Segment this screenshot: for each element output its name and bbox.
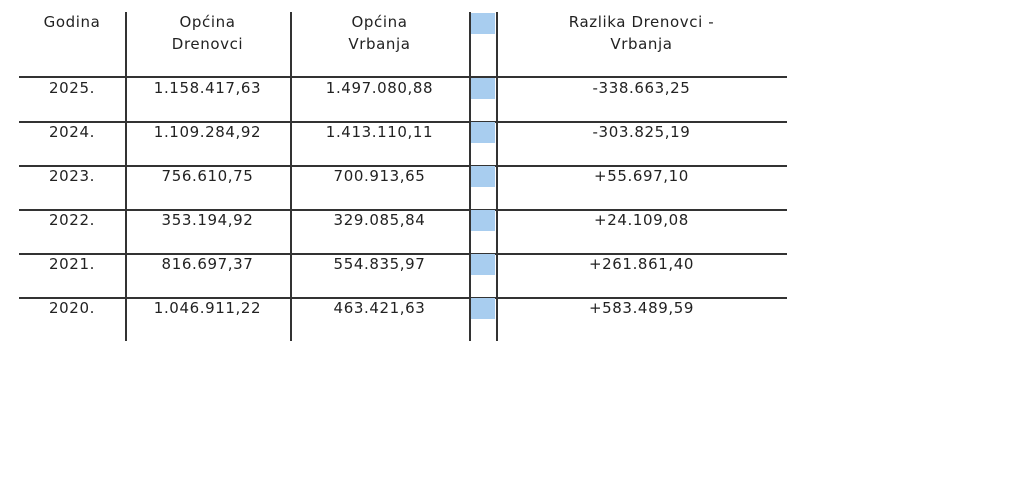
table-cell: 756.610,75 bbox=[161, 167, 254, 185]
table-cell: 700.913,65 bbox=[333, 167, 426, 185]
table-cell: 2021. bbox=[49, 255, 95, 273]
table-cell: +55.697,10 bbox=[594, 167, 689, 185]
table-cell: -303.825,19 bbox=[592, 123, 691, 141]
header-cell: Općina bbox=[351, 13, 408, 31]
column-divider bbox=[469, 12, 471, 341]
table-cell: 2022. bbox=[49, 211, 95, 229]
header-cell: Općina bbox=[179, 13, 236, 31]
table-cell: 1.046.911,22 bbox=[153, 299, 262, 317]
header-cell: Vrbanja bbox=[348, 35, 411, 53]
table-cell: 2020. bbox=[49, 299, 95, 317]
table-cell: 2025. bbox=[49, 79, 95, 97]
highlight-cell bbox=[471, 122, 495, 143]
table-cell: 554.835,97 bbox=[333, 255, 426, 273]
column-divider bbox=[125, 12, 127, 341]
highlight-cell bbox=[471, 210, 495, 231]
row-divider bbox=[19, 253, 787, 255]
table-cell: +261.861,40 bbox=[588, 255, 695, 273]
row-divider bbox=[19, 165, 787, 167]
header-cell: Razlika Drenovci - bbox=[568, 13, 715, 31]
table-cell: 463.421,63 bbox=[333, 299, 426, 317]
table-cell: 2024. bbox=[49, 123, 95, 141]
table-cell: 1.497.080,88 bbox=[325, 79, 434, 97]
table-cell: +583.489,59 bbox=[588, 299, 695, 317]
table-cell: 1.158.417,63 bbox=[153, 79, 262, 97]
header-cell: Vrbanja bbox=[610, 35, 673, 53]
table-cell: 2023. bbox=[49, 167, 95, 185]
table-cell: 816.697,37 bbox=[161, 255, 254, 273]
row-divider bbox=[19, 121, 787, 123]
header-cell: Drenovci bbox=[171, 35, 244, 53]
table-cell: 353.194,92 bbox=[161, 211, 254, 229]
column-divider bbox=[290, 12, 292, 341]
table-cell: 329.085,84 bbox=[333, 211, 426, 229]
header-cell: Godina bbox=[43, 13, 101, 31]
highlight-cell bbox=[471, 254, 495, 275]
row-divider bbox=[19, 209, 787, 211]
table-cell: 1.109.284,92 bbox=[153, 123, 262, 141]
row-divider bbox=[19, 76, 787, 78]
table-cell: -338.663,25 bbox=[592, 79, 691, 97]
table-cell: 1.413.110,11 bbox=[325, 123, 434, 141]
highlight-cell bbox=[471, 78, 495, 99]
highlight-cell bbox=[471, 13, 495, 34]
highlight-cell bbox=[471, 166, 495, 187]
row-divider bbox=[19, 297, 787, 299]
table-cell: +24.109,08 bbox=[594, 211, 689, 229]
highlight-cell bbox=[471, 298, 495, 319]
column-divider bbox=[496, 12, 498, 341]
